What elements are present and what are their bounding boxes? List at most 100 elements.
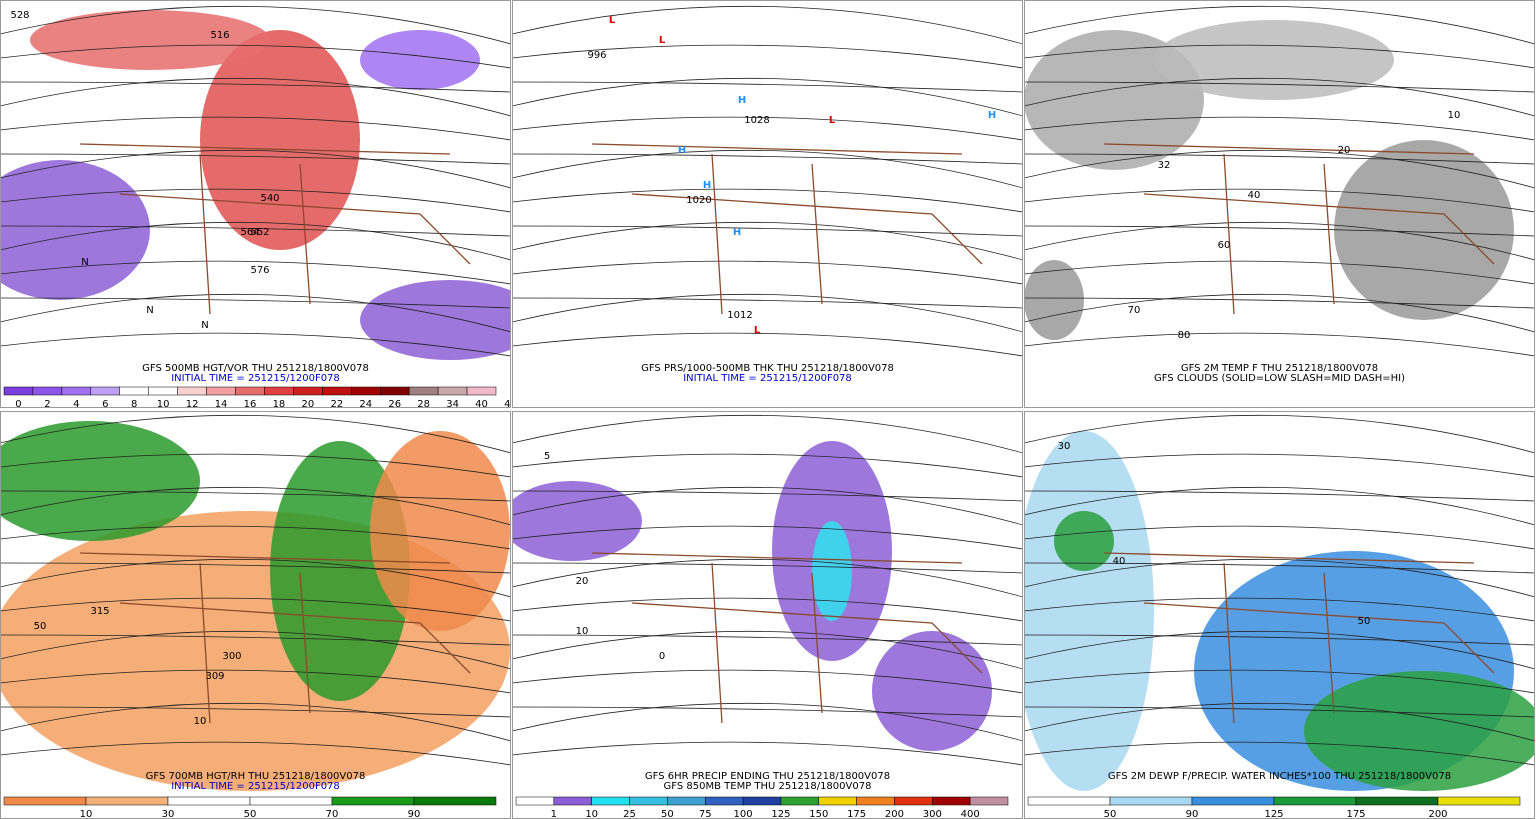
- contour: [0, 332, 511, 357]
- legend-swatch: [629, 796, 668, 806]
- legend-label: 10: [585, 809, 598, 819]
- contour: [512, 225, 1023, 237]
- map-field: [512, 481, 642, 561]
- legend-label: 10: [80, 809, 93, 819]
- borders: [1103, 552, 1495, 724]
- map-label: 315: [90, 606, 109, 617]
- legend-label: 18: [273, 399, 286, 408]
- map-label: 300: [222, 651, 241, 662]
- map-label: 60: [1218, 240, 1231, 251]
- contour: [1024, 490, 1535, 502]
- legend-label: 200: [1428, 809, 1447, 819]
- panel: 10 20 32 40 60 70 80 GFS 2M TEMP F THU 251218/1…: [1024, 0, 1535, 408]
- contour: [0, 486, 511, 526]
- contour: [1024, 414, 1535, 454]
- legend-label: 175: [1346, 809, 1365, 819]
- map-background: [512, 14, 1023, 363]
- caption: GFS 850MB TEMP THU 251218/1800V078: [664, 781, 872, 792]
- legend-label: 50: [661, 809, 674, 819]
- legend-label: 4: [73, 399, 79, 408]
- borders: [79, 552, 471, 724]
- map-field: [1304, 671, 1535, 791]
- contour: [1024, 597, 1535, 622]
- contour: [1024, 634, 1535, 646]
- contour: [512, 525, 1023, 550]
- legend-swatch: [148, 386, 178, 396]
- map-label: 540: [260, 193, 279, 204]
- map-label: 10: [1448, 110, 1461, 121]
- legend-label: 30: [162, 809, 175, 819]
- contour: [512, 486, 1023, 526]
- legend-label: 0: [15, 399, 21, 408]
- legend-label: 26: [388, 399, 401, 408]
- contour: [512, 221, 1023, 261]
- map-label: 5: [544, 451, 550, 462]
- contour: [0, 558, 511, 598]
- contour: [0, 634, 511, 646]
- caption: GFS 6HR PRECIP ENDING THU 251218/1800V07…: [645, 771, 890, 782]
- contour: [1024, 260, 1535, 285]
- contour: [0, 188, 511, 213]
- legend-swatch: [249, 796, 333, 806]
- map-label: H: [988, 110, 996, 121]
- contour: [512, 297, 1023, 309]
- contour: [0, 116, 511, 141]
- legend-swatch: [591, 796, 630, 806]
- legend-swatch: [408, 386, 439, 396]
- contour: [512, 414, 1023, 454]
- contour: [0, 5, 511, 45]
- map-label: H: [678, 145, 686, 156]
- legend-swatch: [742, 796, 782, 806]
- map-label: 309: [205, 671, 224, 682]
- caption: INITIAL TIME = 251215/1200F078: [171, 373, 340, 384]
- contour: [1024, 525, 1535, 550]
- caption: GFS 2M TEMP F THU 251218/1800V078: [1181, 363, 1378, 374]
- legend-swatch: [667, 796, 706, 806]
- contour: [512, 558, 1023, 598]
- legend-label: 14: [215, 399, 228, 408]
- map-field: [360, 30, 480, 90]
- map-label: 10: [194, 716, 207, 727]
- map-label: N: [81, 257, 88, 268]
- legend-swatch: [331, 796, 415, 806]
- legend-swatch: [969, 796, 1009, 806]
- legend-label: 28: [417, 399, 430, 408]
- borders: [79, 143, 471, 315]
- contour: [512, 597, 1023, 622]
- map-field: [812, 521, 852, 621]
- caption: GFS 700MB HGT/RH THU 251218/1800V078: [146, 771, 366, 782]
- map-label: 1020: [686, 195, 711, 206]
- contour: [0, 221, 511, 261]
- legend-label: 150: [809, 809, 828, 819]
- map-label: 516: [210, 30, 229, 41]
- map-field: [1154, 20, 1394, 100]
- legend-label: 400: [961, 809, 980, 819]
- map-label: 552: [250, 227, 269, 238]
- legend-label: 125: [771, 809, 790, 819]
- map-label: 1028: [744, 115, 769, 126]
- map-label: 80: [1178, 330, 1191, 341]
- map-label: H: [703, 180, 711, 191]
- borders: [591, 552, 983, 724]
- map-field: [1054, 511, 1114, 571]
- legend-label: 70: [326, 809, 339, 819]
- contour: [512, 741, 1023, 766]
- contour: [1024, 81, 1535, 93]
- legend-swatch: [3, 796, 87, 806]
- caption: GFS CLOUDS (SOLID=LOW SLASH=MID DASH=HI): [1154, 373, 1405, 384]
- legend-label: 200: [885, 809, 904, 819]
- map-field: [30, 10, 270, 70]
- caption: GFS 2M DEWP F/PRECIP. WATER INCHES*100 T…: [1108, 771, 1451, 782]
- legend-swatch: [1191, 796, 1275, 806]
- legend-swatch: [413, 796, 497, 806]
- legend-swatch: [466, 386, 497, 396]
- contour: [512, 702, 1023, 742]
- map-field: [872, 631, 992, 751]
- map-label: 30: [1058, 441, 1071, 452]
- legend-swatch: [818, 796, 857, 806]
- map-field: [1024, 431, 1154, 791]
- contour: [1024, 297, 1535, 309]
- map-field: [1024, 260, 1084, 340]
- panel: 30 40 50 GFS 2M DEWP F/PRECIP. WATER INCHES…: [1024, 411, 1535, 819]
- legend-label: 16: [244, 399, 257, 408]
